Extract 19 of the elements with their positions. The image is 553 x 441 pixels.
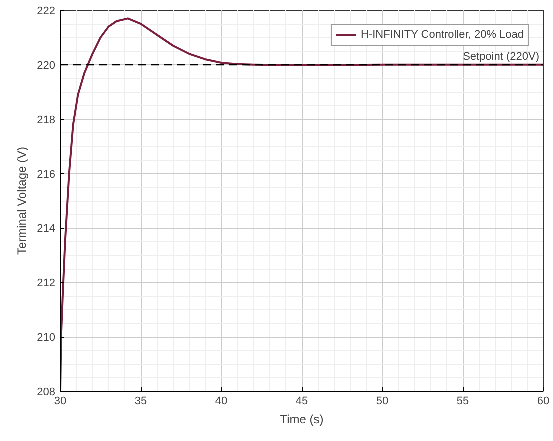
x-tick-label: 45 [296, 396, 308, 408]
x-tick-label: 55 [456, 396, 470, 408]
y-tick-label: 216 [37, 168, 56, 181]
y-tick-label: 208 [37, 386, 56, 398]
x-tick-label: 40 [215, 396, 228, 408]
x-tick-label: 35 [134, 396, 148, 408]
y-axis-title: Terminal Voltage (V) [15, 146, 30, 256]
x-tick-label: 60 [537, 396, 550, 408]
x-tick-label: 30 [54, 396, 67, 408]
legend-label: H-INFINITY Controller, 20% Load [360, 29, 524, 41]
x-axis-title: Time (s) [280, 412, 324, 426]
y-tick-label: 210 [37, 332, 56, 344]
y-tick-label: 212 [37, 278, 56, 290]
y-tick-label: 220 [37, 60, 56, 72]
y-tick-label: 214 [37, 223, 56, 236]
x-tick-label: 50 [376, 396, 389, 408]
ref-line-label: Setpoint (220V) [463, 50, 540, 63]
y-tick-label: 218 [37, 114, 56, 126]
y-tick-label: 222 [37, 6, 56, 18]
